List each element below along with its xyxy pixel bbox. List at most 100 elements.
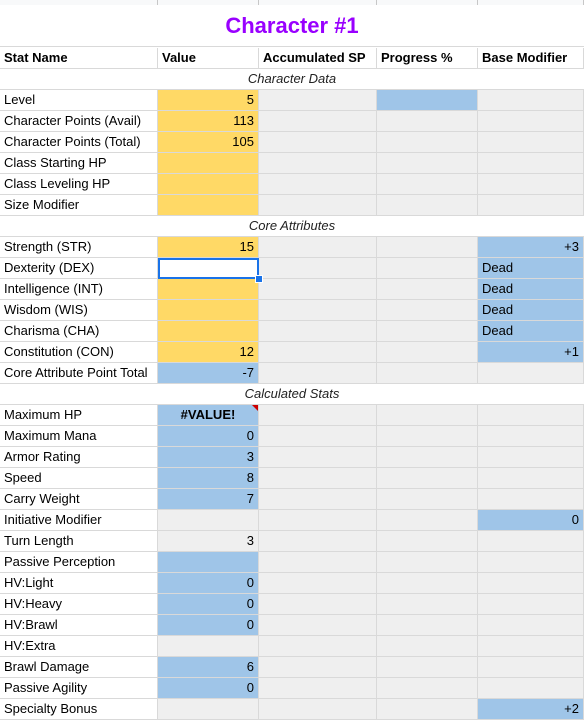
accumulated-sp-cell[interactable] bbox=[259, 300, 377, 321]
base-modifier-cell[interactable] bbox=[478, 594, 584, 615]
value-cell[interactable] bbox=[158, 636, 259, 657]
base-modifier-cell[interactable]: Dead bbox=[478, 279, 584, 300]
column-header-d[interactable] bbox=[377, 0, 478, 5]
progress-cell[interactable] bbox=[377, 552, 478, 573]
accumulated-sp-cell[interactable] bbox=[259, 342, 377, 363]
accumulated-sp-cell[interactable] bbox=[259, 657, 377, 678]
stat-name-cell[interactable]: Strength (STR) bbox=[0, 237, 158, 258]
accumulated-sp-cell[interactable] bbox=[259, 426, 377, 447]
selection-fill-handle[interactable] bbox=[255, 275, 263, 283]
value-cell[interactable]: 15 bbox=[158, 237, 259, 258]
progress-cell[interactable] bbox=[377, 615, 478, 636]
stat-name-cell[interactable]: Turn Length bbox=[0, 531, 158, 552]
accumulated-sp-cell[interactable] bbox=[259, 195, 377, 216]
selected-value-cell[interactable] bbox=[158, 258, 259, 279]
base-modifier-cell[interactable] bbox=[478, 174, 584, 195]
progress-cell[interactable] bbox=[377, 594, 478, 615]
base-modifier-cell[interactable] bbox=[478, 132, 584, 153]
value-cell[interactable] bbox=[158, 699, 259, 720]
stat-name-cell[interactable]: Passive Perception bbox=[0, 552, 158, 573]
stat-name-cell[interactable]: Carry Weight bbox=[0, 489, 158, 510]
value-cell[interactable]: 113 bbox=[158, 111, 259, 132]
progress-cell[interactable] bbox=[377, 132, 478, 153]
value-cell[interactable] bbox=[158, 510, 259, 531]
accumulated-sp-cell[interactable] bbox=[259, 153, 377, 174]
base-modifier-cell[interactable] bbox=[478, 153, 584, 174]
accumulated-sp-cell[interactable] bbox=[259, 699, 377, 720]
base-modifier-cell[interactable] bbox=[478, 615, 584, 636]
progress-cell[interactable] bbox=[377, 489, 478, 510]
value-cell[interactable] bbox=[158, 300, 259, 321]
accumulated-sp-cell[interactable] bbox=[259, 510, 377, 531]
column-header-b[interactable] bbox=[158, 0, 259, 5]
value-cell[interactable]: 7 bbox=[158, 489, 259, 510]
base-modifier-cell[interactable]: Dead bbox=[478, 258, 584, 279]
error-indicator-icon[interactable] bbox=[252, 405, 258, 411]
section-character-data[interactable]: Character Data bbox=[0, 69, 584, 90]
stat-name-cell[interactable]: Size Modifier bbox=[0, 195, 158, 216]
sheet-title[interactable]: Character #1 bbox=[0, 5, 584, 47]
value-cell[interactable]: 5 bbox=[158, 90, 259, 111]
value-cell[interactable] bbox=[158, 279, 259, 300]
accumulated-sp-cell[interactable] bbox=[259, 678, 377, 699]
stat-name-cell[interactable]: HV:Brawl bbox=[0, 615, 158, 636]
accumulated-sp-cell[interactable] bbox=[259, 573, 377, 594]
base-modifier-cell[interactable]: Dead bbox=[478, 321, 584, 342]
base-modifier-cell[interactable] bbox=[478, 426, 584, 447]
stat-name-cell[interactable]: Maximum Mana bbox=[0, 426, 158, 447]
progress-cell[interactable] bbox=[377, 279, 478, 300]
progress-cell[interactable] bbox=[377, 174, 478, 195]
stat-name-cell[interactable]: Wisdom (WIS) bbox=[0, 300, 158, 321]
stat-name-cell[interactable]: Dexterity (DEX) bbox=[0, 258, 158, 279]
progress-cell[interactable] bbox=[377, 90, 478, 111]
stat-name-cell[interactable]: Speed bbox=[0, 468, 158, 489]
stat-name-cell[interactable]: Class Leveling HP bbox=[0, 174, 158, 195]
stat-name-cell[interactable]: Charisma (CHA) bbox=[0, 321, 158, 342]
base-modifier-cell[interactable] bbox=[478, 447, 584, 468]
base-modifier-cell[interactable] bbox=[478, 552, 584, 573]
value-cell[interactable]: -7 bbox=[158, 363, 259, 384]
value-cell[interactable]: 6 bbox=[158, 657, 259, 678]
base-modifier-cell[interactable] bbox=[478, 468, 584, 489]
accumulated-sp-cell[interactable] bbox=[259, 321, 377, 342]
value-cell[interactable]: 0 bbox=[158, 573, 259, 594]
base-modifier-cell[interactable]: 0 bbox=[478, 510, 584, 531]
column-header-c[interactable] bbox=[259, 0, 377, 5]
stat-name-cell[interactable]: HV:Extra bbox=[0, 636, 158, 657]
stat-name-cell[interactable]: Intelligence (INT) bbox=[0, 279, 158, 300]
stat-name-cell[interactable]: Initiative Modifier bbox=[0, 510, 158, 531]
accumulated-sp-cell[interactable] bbox=[259, 279, 377, 300]
base-modifier-cell[interactable] bbox=[478, 531, 584, 552]
accumulated-sp-cell[interactable] bbox=[259, 594, 377, 615]
base-modifier-cell[interactable]: +2 bbox=[478, 699, 584, 720]
accumulated-sp-cell[interactable] bbox=[259, 363, 377, 384]
value-cell[interactable]: 3 bbox=[158, 447, 259, 468]
value-cell[interactable]: 0 bbox=[158, 594, 259, 615]
stat-name-cell[interactable]: Maximum HP bbox=[0, 405, 158, 426]
value-cell[interactable]: 8 bbox=[158, 468, 259, 489]
base-modifier-cell[interactable]: Dead bbox=[478, 300, 584, 321]
value-cell[interactable] bbox=[158, 153, 259, 174]
value-cell[interactable]: 12 bbox=[158, 342, 259, 363]
accumulated-sp-cell[interactable] bbox=[259, 552, 377, 573]
value-cell[interactable]: 0 bbox=[158, 426, 259, 447]
progress-cell[interactable] bbox=[377, 237, 478, 258]
progress-cell[interactable] bbox=[377, 342, 478, 363]
progress-cell[interactable] bbox=[377, 699, 478, 720]
header-accumulated-sp[interactable]: Accumulated SP bbox=[259, 48, 377, 69]
stat-name-cell[interactable]: HV:Heavy bbox=[0, 594, 158, 615]
stat-name-cell[interactable]: Class Starting HP bbox=[0, 153, 158, 174]
base-modifier-cell[interactable] bbox=[478, 195, 584, 216]
base-modifier-cell[interactable] bbox=[478, 678, 584, 699]
value-cell[interactable]: 3 bbox=[158, 531, 259, 552]
progress-cell[interactable] bbox=[377, 468, 478, 489]
stat-name-cell[interactable]: HV:Light bbox=[0, 573, 158, 594]
accumulated-sp-cell[interactable] bbox=[259, 405, 377, 426]
stat-name-cell[interactable]: Brawl Damage bbox=[0, 657, 158, 678]
base-modifier-cell[interactable] bbox=[478, 636, 584, 657]
base-modifier-cell[interactable] bbox=[478, 405, 584, 426]
section-calculated-stats[interactable]: Calculated Stats bbox=[0, 384, 584, 405]
value-cell[interactable] bbox=[158, 552, 259, 573]
progress-cell[interactable] bbox=[377, 657, 478, 678]
progress-cell[interactable] bbox=[377, 153, 478, 174]
